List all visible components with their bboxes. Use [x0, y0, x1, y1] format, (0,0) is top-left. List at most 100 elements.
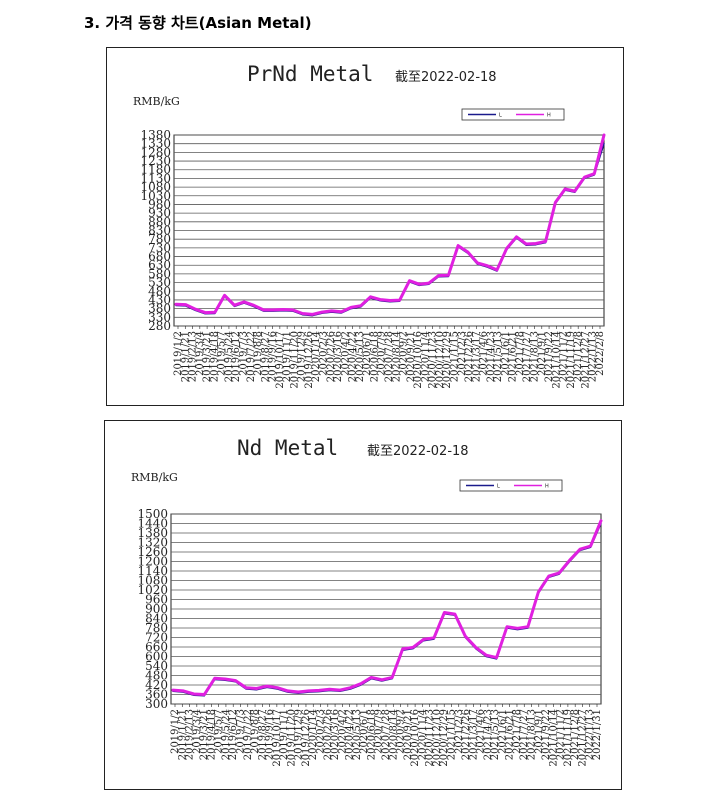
prnd-y-tick-label: 1130 — [140, 171, 171, 185]
nd-x-tick-label: 2021/6/21 — [505, 709, 516, 760]
nd-x-tick-label: 2020/7/9 — [374, 709, 385, 754]
prnd-x-tick-label: 2019/9/16 — [268, 331, 279, 382]
nd-x-tick-label: 2019/9/16 — [265, 709, 276, 760]
nd-x-tick-label: 2020/12/29 — [439, 709, 450, 767]
prnd-y-tick-label: 1330 — [140, 137, 171, 151]
prnd-y-tick-label: 1080 — [140, 180, 171, 194]
nd-x-tick-label: 2020/8/14 — [388, 709, 399, 760]
nd-x-tick-label: 2020/4/22 — [345, 709, 356, 760]
nd-x-tick-label: 2019/4/18 — [206, 709, 217, 760]
nd-x-tick-label: 2021/4/6 — [476, 709, 487, 754]
prnd-x-tick-label: 2019/1/21 — [180, 331, 191, 382]
nd-x-tick-label: 2019/1/21 — [177, 709, 188, 760]
prnd-x-tick-label: 2020/9/2 — [399, 331, 410, 376]
prnd-x-tick-label: 2019/5/24 — [224, 331, 235, 382]
prnd-x-tick-label: 2022/2/8 — [595, 331, 606, 376]
nd-legend-label-L: L — [497, 484, 500, 490]
nd-x-tick-label: 2021/10/14 — [548, 709, 559, 767]
nd-x-tick-label: 2020/3/16 — [330, 709, 341, 760]
prnd-y-tick-label: 630 — [148, 258, 171, 272]
nd-x-tick-label: 2019/11/1 — [279, 709, 290, 760]
nd-x-tick-label: 2021/9/22 — [541, 709, 552, 760]
nd-chart-subtitle: 截至2022-02-18 — [367, 444, 469, 459]
nd-x-tick-label: 2020/5/13 — [352, 709, 363, 760]
prnd-x-tick-label: 2020/7/9 — [377, 331, 388, 376]
prnd-x-tick-label: 2022/1/13 — [588, 331, 599, 382]
chart-panel-prnd: PrNd Metal 截至2022-02-18 RMB/kG L H 280 330 380 4… — [106, 47, 624, 406]
prnd-x-tick-label: 2020/9/21 — [406, 331, 417, 382]
page-heading: 3. 가격 동향 차트(Asian Metal) — [84, 14, 312, 32]
prnd-x-tick-label: 2019/2/13 — [188, 331, 199, 382]
prnd-x-tick-label: 2019/12/9 — [297, 331, 308, 382]
prnd-y-tick-label: 1280 — [140, 145, 171, 159]
nd-x-tick-label: 2020/11/23 — [425, 709, 436, 767]
prnd-gridlines — [174, 134, 604, 327]
prnd-x-tick-label: 2020/5/13 — [355, 331, 366, 382]
nd-x-tick-label: 2019/3/21 — [199, 709, 210, 760]
prnd-x-tick-label: 2021/9/22 — [544, 331, 555, 382]
nd-x-tick-label: 2020/2/3 — [316, 709, 327, 754]
prnd-x-tick-label: 2021/10/14 — [551, 331, 562, 389]
nd-x-tick-label: 2021/11/2 — [556, 709, 567, 760]
nd-legend-label-H: H — [545, 484, 549, 490]
prnd-y-tick-label: 680 — [148, 250, 171, 264]
prnd-x-tick-label: 2020/4/22 — [348, 331, 359, 382]
prnd-x-tick-label: 2021/12/27 — [580, 331, 591, 389]
prnd-x-tick-label: 2019/8/27 — [260, 331, 271, 382]
prnd-x-tick-label: 2021/9/1 — [537, 331, 548, 376]
prnd-y-tick-label: 480 — [148, 284, 171, 298]
nd-y-tick-label: 900 — [145, 602, 168, 616]
nd-x-tick-label: 2019/8/27 — [257, 709, 268, 760]
nd-y-tick-label: 420 — [145, 678, 168, 692]
prnd-y-tick-label: 530 — [148, 276, 171, 290]
nd-y-tick-label: 540 — [145, 659, 168, 673]
prnd-x-tick-label: 2021/8/13 — [530, 331, 541, 382]
prnd-y-tick-label: 430 — [148, 293, 171, 307]
prnd-x-tick-label: 2021/3/17 — [471, 331, 482, 382]
nd-x-tick-label: 2019/5/7 — [214, 709, 225, 754]
nd-x-tick-label: 2021/8/13 — [527, 709, 538, 760]
prnd-y-tick-label: 330 — [148, 310, 171, 324]
prnd-y-tick-label: 280 — [148, 319, 171, 333]
prnd-x-tick-label: 2021/5/13 — [493, 331, 504, 382]
nd-x-tick-label: 2019/5/24 — [221, 709, 232, 760]
prnd-x-tick-label: 2020/12/10 — [435, 331, 446, 389]
prnd-x-tick-label: 2019/4/18 — [209, 331, 220, 382]
prnd-x-tick-label: 2019/7/3 — [238, 331, 249, 376]
prnd-x-tick-label: 2020/12/29 — [442, 331, 453, 389]
prnd-y-tick-label: 1030 — [140, 189, 171, 203]
nd-x-tick-label: 2020/1/14 — [308, 709, 319, 760]
nd-y-axis-label: RMB/kG — [131, 471, 178, 484]
nd-x-tick-label: 2021/5/13 — [490, 709, 501, 760]
nd-y-tick-label: 1500 — [137, 507, 168, 521]
prnd-series-line-H — [174, 133, 606, 316]
nd-y-tick-label: 1320 — [137, 536, 168, 550]
nd-x-tick-label: 2022/1/31 — [592, 709, 603, 760]
nd-x-tick-label: 2020/9/2 — [396, 709, 407, 754]
prnd-x-tick-label: 2019/11/20 — [289, 331, 300, 389]
nd-y-tick-label: 1140 — [137, 564, 168, 578]
nd-x-tick-label: 2021/2/3 — [454, 709, 465, 754]
prnd-x-tick-label: 2019/3/4 — [195, 331, 206, 376]
prnd-y-tick-label: 930 — [148, 206, 171, 220]
nd-x-tick-label: 2020/6/18 — [366, 709, 377, 760]
nd-y-tick-label: 780 — [145, 621, 168, 635]
prnd-x-tick-label: 2021/12/8 — [573, 331, 584, 382]
nd-x-tick-label: 2019/12/9 — [294, 709, 305, 760]
nd-y-tick-label: 480 — [145, 669, 168, 683]
nd-x-tick-label: 2021/12/27 — [577, 709, 588, 767]
prnd-x-tick-label: 2020/11/4 — [420, 331, 431, 382]
nd-x-tick-label: 2019/10/17 — [272, 709, 283, 767]
nd-x-tick-label: 2021/7/27 — [519, 709, 530, 760]
prnd-y-tick-label: 1380 — [140, 128, 171, 142]
nd-y-tick-label: 1020 — [137, 583, 168, 597]
prnd-x-tick-label: 2019/5/7 — [217, 331, 228, 376]
prnd-y-tick-label: 580 — [148, 267, 171, 281]
prnd-x-tick-label: 2020/2/26 — [326, 331, 337, 382]
nd-x-tick-label: 2019/7/22 — [243, 709, 254, 760]
prnd-x-tick-label: 2021/4/23 — [486, 331, 497, 382]
prnd-x-tick-label: 2019/8/8 — [253, 331, 264, 376]
prnd-legend-box — [461, 108, 565, 121]
